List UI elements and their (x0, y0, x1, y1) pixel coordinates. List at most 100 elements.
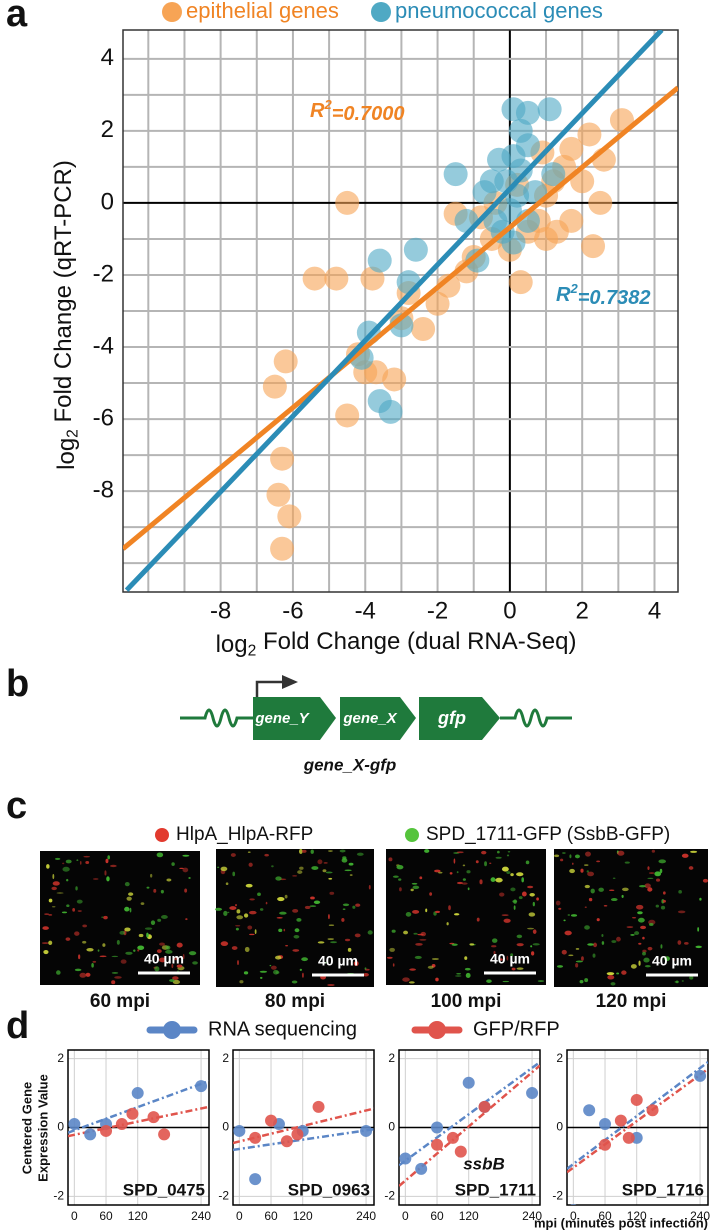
speck (479, 879, 483, 885)
speck (74, 968, 82, 972)
speck (419, 876, 423, 880)
speck (150, 920, 156, 926)
speck (476, 917, 480, 922)
speck (56, 892, 64, 894)
speck (144, 927, 153, 930)
speck (92, 960, 97, 963)
y-axis-label: Centered Gene (19, 1082, 34, 1174)
speck (512, 900, 518, 903)
point (195, 1080, 208, 1093)
fit-line (123, 85, 678, 551)
speck (587, 943, 594, 946)
speck (292, 949, 300, 952)
y-tick-label: 0 (388, 1120, 395, 1134)
speck (324, 961, 328, 964)
speck (363, 973, 369, 977)
speck (83, 855, 91, 858)
speck (182, 854, 190, 857)
speck (626, 926, 634, 928)
y-tick-label: -2 (218, 1189, 229, 1203)
speck (455, 975, 462, 977)
speck (609, 889, 615, 891)
speck (640, 925, 647, 930)
y-axis-label: log2 Fold Change (qRT-PCR) (50, 160, 81, 470)
speck (227, 911, 230, 914)
x-tick-label: -8 (210, 597, 231, 624)
speck (55, 857, 61, 860)
fit-line (567, 1067, 708, 1174)
speck (146, 932, 149, 938)
speck (341, 858, 348, 863)
y-tick-label: 2 (388, 1051, 395, 1065)
speck (570, 914, 578, 917)
speck (247, 851, 251, 853)
speck (590, 888, 595, 894)
speck (427, 965, 434, 969)
point (508, 270, 533, 295)
speck (537, 980, 545, 982)
gene-label: gene_X (342, 710, 397, 727)
scale-bar-label: 40 µm (490, 951, 530, 967)
speck (236, 909, 241, 914)
speck (51, 886, 57, 891)
x-tick-label: -4 (355, 597, 376, 624)
speck (61, 911, 68, 914)
speck (575, 960, 583, 963)
speck (596, 918, 600, 922)
speck (408, 981, 415, 984)
point (324, 266, 349, 291)
speck (248, 862, 253, 867)
speck (403, 930, 409, 935)
point (646, 1104, 659, 1117)
speck (456, 871, 459, 874)
speck (690, 850, 698, 853)
speck (349, 874, 353, 876)
point (559, 208, 584, 233)
point (630, 1093, 643, 1106)
speck (82, 940, 87, 944)
speck (159, 942, 165, 946)
plot-frame (67, 1049, 210, 1206)
speck (166, 878, 172, 882)
y-tick-label: -2 (552, 1189, 563, 1203)
speck (575, 963, 579, 968)
speck (413, 932, 418, 935)
speck (499, 892, 505, 897)
speck (265, 901, 268, 905)
y-tick-label: -2 (384, 1189, 395, 1203)
speck (689, 975, 694, 980)
speck (254, 929, 257, 935)
speck (104, 870, 107, 876)
y-tick-label: 0 (556, 1120, 563, 1134)
speck (129, 907, 132, 913)
speck (124, 881, 130, 887)
speck (239, 980, 244, 984)
x-tick-label: 120 (459, 1209, 479, 1223)
speck (327, 938, 335, 940)
point (312, 1100, 325, 1113)
point (335, 403, 360, 428)
promoter (255, 680, 285, 697)
speck (150, 873, 153, 878)
scale-bar-label: 40 µm (318, 953, 358, 969)
speck (74, 931, 80, 936)
speck (364, 967, 367, 970)
speck (299, 968, 303, 971)
speck (107, 855, 111, 860)
speck (298, 848, 303, 854)
speck (138, 933, 144, 938)
speck (637, 917, 645, 923)
y-tick-label: 4 (101, 44, 114, 71)
text-part: 2 (65, 429, 82, 438)
speck (663, 891, 666, 895)
speck (278, 928, 283, 933)
speck (171, 963, 174, 969)
speck (610, 982, 616, 986)
speck (325, 871, 333, 874)
speck (41, 942, 49, 945)
panel-title: SPD_0963 (288, 1180, 370, 1199)
speck (124, 927, 131, 932)
gene-label: gfp (437, 708, 466, 728)
speck (658, 859, 667, 864)
speck (51, 906, 56, 908)
